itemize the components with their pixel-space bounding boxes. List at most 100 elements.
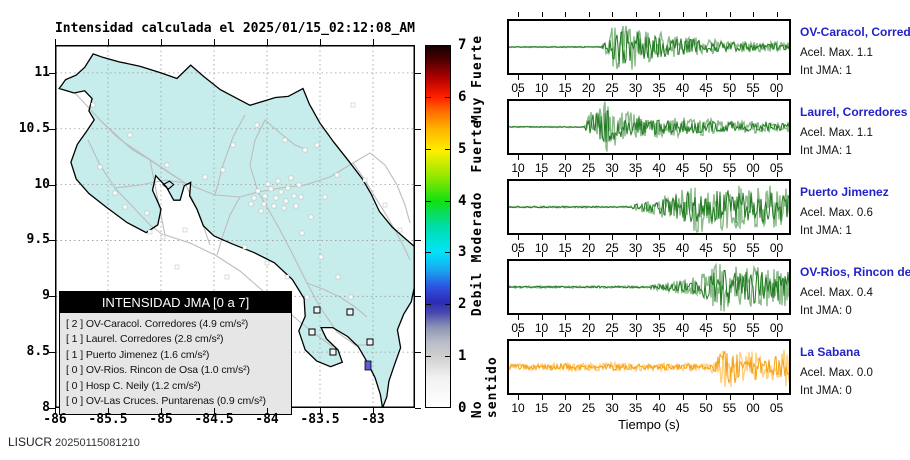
colorbar-tick bbox=[426, 252, 431, 254]
accel-max-label: Acel. Max. 1.1 bbox=[800, 127, 873, 139]
waveform-tick bbox=[753, 332, 754, 337]
watermark: LISUCR 20250115081210 bbox=[8, 435, 140, 449]
x-axis-tick bbox=[108, 408, 109, 414]
x-axis-tick-label: -85.5 bbox=[88, 412, 128, 427]
time-tick-label: 00 bbox=[746, 401, 760, 415]
time-tick-label: 25 bbox=[581, 401, 596, 415]
colorbar-category-label: Moderado bbox=[470, 191, 485, 262]
waveform-tick bbox=[612, 155, 613, 160]
waveform-tick bbox=[659, 395, 660, 400]
waveform-tick bbox=[588, 155, 590, 160]
waveform-tick bbox=[565, 395, 566, 400]
seismic-station-marker bbox=[112, 190, 118, 196]
time-tick-label: 45 bbox=[675, 161, 690, 175]
time-tick-label: 30 bbox=[605, 401, 619, 415]
time-tick-label: 35 bbox=[628, 161, 643, 175]
waveform-tick bbox=[706, 75, 707, 80]
waveform-trace bbox=[508, 349, 790, 388]
waveform-panel: 05 10 15 20 25 30 35 40 45 50 55 00 Puerto Jimenez Ac… bbox=[507, 172, 910, 279]
time-tick-label: 50 bbox=[722, 241, 737, 255]
colorbar-number: 2 bbox=[458, 296, 467, 313]
waveform-tick bbox=[706, 235, 707, 240]
x-axis-tick-label: -84 bbox=[255, 412, 279, 427]
time-tick-label: 50 bbox=[722, 81, 737, 95]
road-line bbox=[99, 119, 186, 184]
waveform-box bbox=[507, 179, 791, 235]
int-jma-label: Int JMA: 1 bbox=[800, 65, 852, 77]
time-tick-label: 45 bbox=[675, 401, 690, 415]
waveform-tick bbox=[565, 252, 566, 257]
waveform-tick bbox=[753, 395, 754, 400]
waveform-tick bbox=[729, 395, 731, 400]
waveform-tick bbox=[612, 12, 613, 17]
y-axis-tick bbox=[415, 352, 421, 354]
seismic-station-marker bbox=[335, 274, 341, 280]
waveform-tick bbox=[776, 395, 778, 400]
colorbar-number: 4 bbox=[458, 192, 467, 209]
waveform-tick bbox=[659, 315, 660, 320]
legend-station-entry: [ 1 ] Puerto Jimenez (1.6 cm/s²) bbox=[66, 348, 210, 361]
waveform-tick bbox=[776, 92, 778, 97]
station-name: La Sabana bbox=[800, 345, 861, 359]
waveform-panel: 10 15 20 25 30 35 40 45 50 55 00 05 La Sabana Acel. M… bbox=[507, 332, 910, 439]
waveform-tick bbox=[659, 235, 660, 240]
time-tick-label: 05 bbox=[769, 161, 784, 175]
y-axis-tick bbox=[49, 128, 55, 130]
road-line bbox=[149, 159, 166, 236]
waveform-tick bbox=[565, 315, 566, 320]
waveform-tick bbox=[518, 332, 519, 337]
waveform-box bbox=[507, 99, 791, 155]
time-tick-label: 40 bbox=[675, 81, 690, 95]
colorbar-tick bbox=[445, 304, 450, 306]
waveform-tick bbox=[753, 235, 754, 240]
waveform-tick bbox=[682, 155, 684, 160]
waveform-tick bbox=[729, 75, 731, 80]
colorbar-tick bbox=[426, 304, 431, 306]
colorbar-tick bbox=[426, 200, 431, 202]
waveform-tick bbox=[541, 92, 543, 97]
time-tick-label: 15 bbox=[558, 321, 572, 335]
time-tick-label: 50 bbox=[699, 401, 713, 415]
y-axis-tick bbox=[415, 128, 421, 130]
time-tick-label: 25 bbox=[605, 321, 619, 335]
colorbar-tick bbox=[445, 252, 450, 254]
waveform-tick bbox=[729, 172, 731, 177]
time-tick-label: 35 bbox=[652, 241, 666, 255]
seismic-station-marker bbox=[283, 198, 289, 204]
time-tick-label: 50 bbox=[722, 321, 737, 335]
waveform-panel: 05 10 15 20 25 30 35 40 45 50 55 00 OV-Caracol, Corr… bbox=[507, 12, 910, 119]
time-tick-label: 35 bbox=[628, 401, 643, 415]
seismic-station-marker bbox=[122, 204, 128, 210]
x-axis-tick bbox=[161, 408, 162, 414]
waveform-trace bbox=[508, 185, 790, 234]
waveform-tick bbox=[753, 172, 754, 177]
waveform-tick bbox=[541, 12, 543, 17]
waveform-box bbox=[507, 339, 791, 395]
waveform-trace bbox=[508, 101, 790, 152]
seismic-station-marker bbox=[308, 214, 314, 220]
y-axis-tick-label: 10 bbox=[34, 176, 50, 192]
waveform-tick bbox=[776, 332, 778, 337]
waveform-tick bbox=[518, 92, 519, 97]
time-tick-label: 20 bbox=[581, 81, 596, 95]
time-tick-label: 45 bbox=[699, 241, 713, 255]
seismic-station-marker bbox=[262, 193, 268, 199]
x-axis-tick bbox=[373, 408, 374, 414]
time-tick-label: 10 bbox=[534, 81, 549, 95]
waveform-tick bbox=[588, 172, 590, 177]
legend-items: [ 2 ] OV-Caracol. Corredores (4.9 cm/s²)… bbox=[60, 313, 291, 414]
y-axis-tick-label: 9.5 bbox=[26, 232, 50, 248]
waveform-tick bbox=[753, 252, 754, 257]
waveform-tick bbox=[612, 395, 613, 400]
road-line bbox=[214, 114, 246, 196]
waveform-tick bbox=[541, 172, 543, 177]
time-tick-label: 10 bbox=[534, 321, 549, 335]
waveform-tick bbox=[753, 155, 754, 160]
waveform-tick bbox=[753, 12, 754, 17]
road-line bbox=[257, 152, 411, 224]
y-axis-tick bbox=[49, 296, 55, 298]
legend-station-entry: [ 2 ] OV-Caracol. Corredores (4.9 cm/s²) bbox=[66, 318, 249, 330]
waveform-tick bbox=[541, 155, 543, 160]
seismic-station-marker bbox=[220, 167, 226, 173]
seismic-station-marker bbox=[382, 202, 388, 208]
